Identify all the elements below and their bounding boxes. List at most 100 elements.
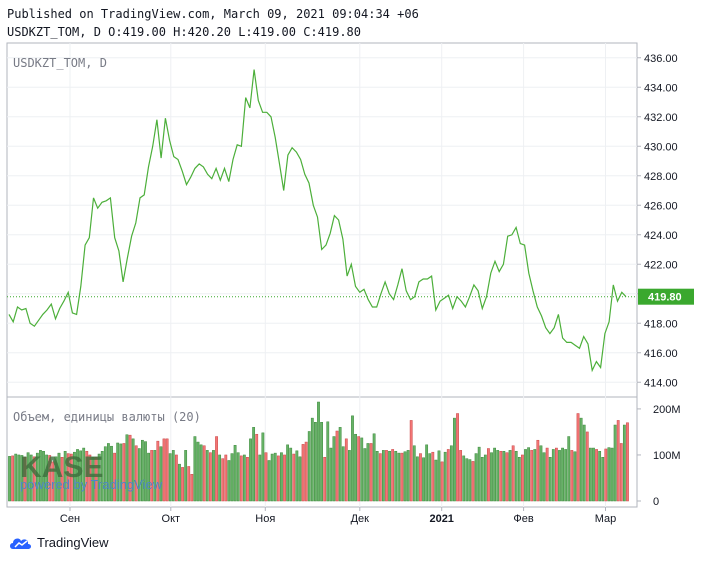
volume-bar: [193, 436, 197, 502]
volume-bar: [610, 447, 614, 502]
volume-bar: [326, 421, 330, 502]
volume-bar: [8, 456, 11, 502]
volume-bar: [171, 450, 175, 502]
volume-bar: [616, 420, 620, 502]
volume-bar: [564, 449, 568, 502]
volume-bar: [298, 456, 302, 502]
volume-bar: [378, 453, 382, 502]
price-tick-label: 430.00: [644, 141, 678, 153]
volume-bar: [369, 443, 373, 502]
volume-bar: [524, 449, 527, 502]
volume-bar: [255, 433, 259, 502]
volume-bar: [595, 449, 598, 502]
volume-bar: [406, 450, 410, 502]
volume-bar: [622, 424, 626, 502]
volume-bar: [162, 438, 166, 502]
volume-bar: [453, 417, 456, 502]
volume-bar: [446, 449, 450, 502]
volume-bar: [536, 439, 540, 502]
volume-bar: [425, 444, 429, 502]
volume-bar: [354, 433, 357, 502]
volume-bar: [128, 434, 132, 502]
volume-bar: [496, 450, 500, 502]
volume-bar: [144, 441, 147, 502]
volume-bar: [54, 456, 58, 502]
volume-bar: [246, 457, 249, 502]
volume-bar: [409, 420, 413, 502]
volume-bar: [29, 454, 33, 502]
volume-bar: [317, 401, 320, 502]
volume-bar: [190, 474, 194, 502]
volume-bar: [11, 455, 15, 502]
volume-bar: [147, 452, 150, 502]
volume-bar: [573, 451, 577, 502]
volume-bar: [502, 451, 506, 502]
volume-bar: [592, 447, 595, 502]
volume-bar: [141, 439, 144, 502]
volume-bar: [514, 451, 518, 502]
volume-bar: [344, 438, 348, 502]
volume-bar: [134, 445, 138, 502]
volume-bar: [125, 434, 129, 502]
price-tick-label: 422.00: [644, 259, 678, 271]
volume-bar: [202, 445, 206, 502]
symbol-label: USDKZT_TOM, D: [13, 56, 107, 70]
volume-bar: [224, 454, 228, 502]
volume-bar: [85, 451, 89, 502]
volume-bar: [230, 453, 234, 502]
volume-bar: [184, 450, 188, 502]
volume-bar: [304, 441, 308, 502]
volume-bar: [394, 451, 398, 502]
price-tick-label: 432.00: [644, 112, 678, 124]
volume-bar: [267, 460, 271, 502]
volume-bar: [588, 447, 592, 502]
volume-bar: [542, 452, 546, 502]
volume-bar: [561, 447, 564, 502]
volume-bar: [480, 457, 484, 502]
volume-bar: [199, 444, 203, 502]
price-tick-label: 428.00: [644, 171, 678, 183]
volume-bar: [487, 448, 490, 502]
volume-bar: [449, 445, 453, 502]
volume-bar: [434, 459, 438, 502]
volume-bar: [35, 452, 39, 502]
volume-bar: [196, 441, 200, 502]
volume-bar: [79, 450, 82, 502]
volume-bar: [582, 424, 586, 502]
volume-bar: [107, 443, 110, 502]
volume-bar: [91, 457, 95, 502]
volume-bar: [236, 452, 240, 502]
volume-bar: [23, 457, 27, 502]
volume-bar: [474, 453, 478, 502]
tradingview-cloud-icon: [10, 538, 31, 549]
volume-bar: [215, 436, 218, 502]
volume-bar: [465, 458, 469, 502]
volume-bar: [156, 440, 160, 502]
last-price-box: [638, 288, 694, 305]
volume-bar: [576, 413, 580, 502]
volume-bar: [348, 450, 351, 502]
volume-bar: [428, 453, 432, 502]
volume-tick-label: 0: [653, 496, 659, 508]
volume-bar: [604, 448, 608, 502]
price-chart[interactable]: 436.00 434.00 432.00 430.00 428.00 426.00 424.…: [0, 0, 702, 530]
volume-bar: [341, 446, 345, 502]
volume-bar: [26, 452, 30, 502]
volume-bar: [360, 437, 364, 502]
volume-bar: [69, 453, 73, 502]
volume-bar: [159, 446, 163, 502]
volume-tick-label: 200M: [653, 404, 681, 416]
volume-bar: [397, 452, 401, 502]
volume-bar: [150, 450, 154, 502]
volume-bar: [511, 445, 515, 502]
volume-bar: [545, 447, 549, 502]
volume-bar: [357, 436, 361, 502]
volume-bar: [82, 447, 86, 502]
volume-bar: [468, 459, 472, 502]
tradingview-brand[interactable]: TradingView: [9, 535, 109, 550]
volume-bar: [539, 445, 543, 502]
volume-bar: [103, 446, 107, 502]
volume-bar: [212, 450, 215, 502]
volume-bar: [613, 424, 617, 502]
tradingview-label: TradingView: [37, 535, 109, 550]
